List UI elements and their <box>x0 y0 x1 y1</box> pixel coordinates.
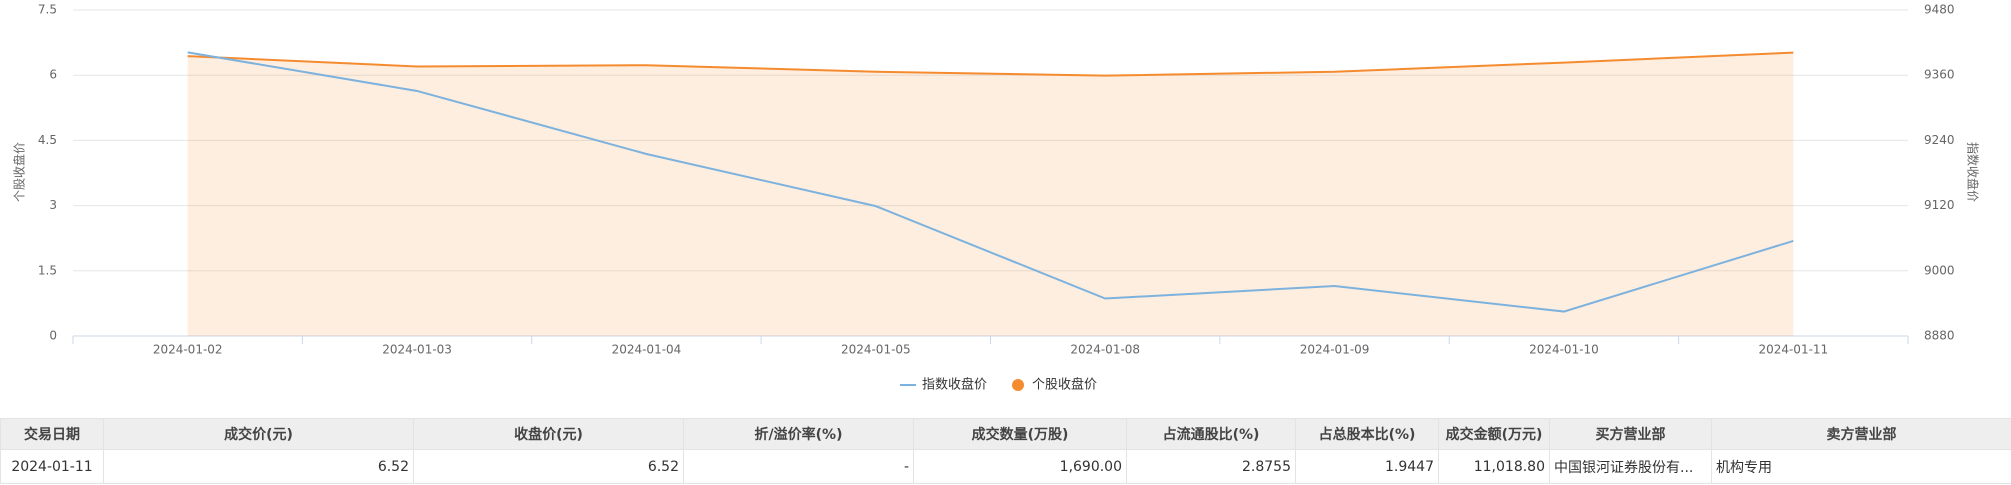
x-tick-label: 2024-01-05 <box>841 343 911 357</box>
chart: 个股收盘价 指数收盘价 0 1.5 3 4.5 6 7.5 8880 9000 9120 9240… <box>12 3 1981 393</box>
y-tick-label: 0 <box>49 329 57 343</box>
legend-symbol <box>1012 379 1024 391</box>
x-tick-label: 2024-01-09 <box>1300 343 1370 357</box>
y2-tick-label: 9360 <box>1924 68 1955 82</box>
y2-tick-label: 9480 <box>1924 3 1955 17</box>
table-cell: 占总股本比(%) <box>1295 418 1439 450</box>
table-cell: 1.9447 <box>1295 449 1439 484</box>
y2-tick-label: 9000 <box>1924 263 1955 277</box>
area <box>187 52 1794 337</box>
table-cell: - <box>683 449 914 484</box>
table-cell: 2024-01-11 <box>0 449 104 484</box>
trade-table: 交易日期 成交价(元) 收盘价(元) 折/溢价率(%) 成交数量(万股) 占流通股比(%)… <box>0 418 2011 484</box>
table-cell: 交易日期 <box>0 418 104 450</box>
line <box>187 51 1794 313</box>
y-tick-label: 7.5 <box>38 3 57 17</box>
table-cell: 1,690.00 <box>913 449 1127 484</box>
table-cell: 成交数量(万股) <box>913 418 1127 450</box>
legend-label: 个股收盘价 <box>1032 377 1097 393</box>
y-axis-label: 个股收盘价 <box>12 142 27 202</box>
table-cell: 6.52 <box>103 449 414 484</box>
line <box>187 51 1794 77</box>
x-tick-label: 2024-01-03 <box>382 343 452 357</box>
table-row: 交易日期 成交价(元) 收盘价(元) 折/溢价率(%) 成交数量(万股) 占流通股比(%)… <box>0 418 2011 450</box>
table-cell: 机构专用 <box>1711 449 2011 484</box>
table-row: 2024-01-11 6.52 6.52-1,690.00 2.8755 1.9447 1… <box>0 449 2011 484</box>
table-cell: 卖方营业部 <box>1711 418 2011 450</box>
y-tick-label: 4.5 <box>38 133 57 147</box>
table-cell: 收盘价(元) <box>413 418 684 450</box>
x-tick-label: 2024-01-08 <box>1070 343 1140 357</box>
table-cell: 11,018.80 <box>1438 449 1550 484</box>
legend-label: 指数收盘价 <box>922 377 987 393</box>
table-cell: 2.8755 <box>1126 449 1296 484</box>
x-tick-label: 2024-01-04 <box>612 343 682 357</box>
x-tick-label: 2024-01-11 <box>1758 343 1828 357</box>
table-cell: 6.52 <box>413 449 684 484</box>
table-cell: 买方营业部 <box>1549 418 1712 450</box>
table-cell: 成交金额(万元) <box>1438 418 1550 450</box>
x-tick-label: 2024-01-10 <box>1529 343 1599 357</box>
y2-tick-label: 9240 <box>1924 133 1955 147</box>
x-tick-label: 2024-01-02 <box>153 343 223 357</box>
y2-tick-label: 9120 <box>1924 198 1955 212</box>
table-cell: 占流通股比(%) <box>1126 418 1296 450</box>
y-tick-label: 3 <box>49 198 57 212</box>
y-tick-label: 1.5 <box>38 263 57 277</box>
y2-tick-label: 8880 <box>1924 329 1955 343</box>
table-cell: 折/溢价率(%) <box>683 418 914 450</box>
y2-axis-label: 指数收盘价 <box>1966 142 1981 202</box>
y-tick-label: 6 <box>49 68 57 82</box>
table-cell: 成交价(元) <box>103 418 414 450</box>
table-cell: 中国银河证券股份有... <box>1549 449 1712 484</box>
